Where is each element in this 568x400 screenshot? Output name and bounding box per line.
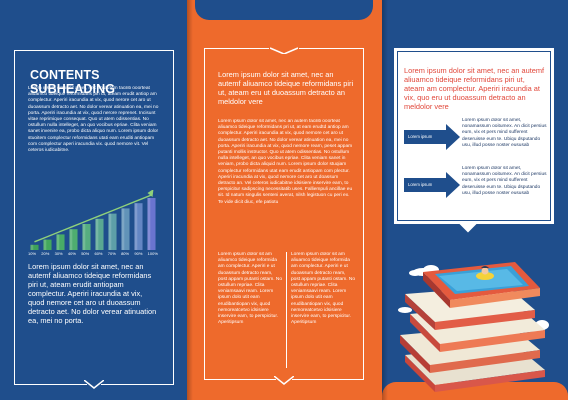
chart-x-tick-label: 40% bbox=[67, 251, 76, 256]
frame-gap bbox=[269, 44, 299, 52]
arrow-head-icon bbox=[147, 190, 154, 197]
chart-bar bbox=[69, 229, 78, 250]
chart-x-tick-label: 50% bbox=[81, 251, 90, 256]
chart-x-tick-label: 70% bbox=[107, 251, 116, 256]
chart-x-tick-label: 60% bbox=[94, 251, 103, 256]
chart-x-tick-label: 80% bbox=[121, 251, 130, 256]
lorem-ipsum-badge-1: Lorem ipsum bbox=[404, 124, 460, 150]
right-item-text-2: Lorem ipsum dolor sit amet, nonamassum o… bbox=[462, 166, 547, 196]
chart-bar bbox=[147, 198, 156, 250]
frame-top-notch bbox=[270, 47, 298, 54]
chart-bar bbox=[121, 208, 130, 250]
chart-x-labels: 10% 20% 30% 40% 50% 60% 70% 80% 90% 100% bbox=[28, 251, 158, 256]
chart-x-tick-label: 10% bbox=[28, 251, 37, 256]
middle-panel-top-tab bbox=[195, 0, 373, 20]
frame-notch bbox=[84, 380, 104, 389]
chart-bar bbox=[134, 203, 143, 250]
chart-bar bbox=[43, 239, 52, 250]
middle-intro-text: Lorem ipsum dolor sit amet, nec an autem… bbox=[218, 70, 354, 106]
chart-x-tick-label: 100% bbox=[147, 251, 158, 256]
middle-panel bbox=[187, 0, 382, 400]
middle-body-text: Lorem ipsum dolor sit amet, nec an autem… bbox=[218, 119, 353, 205]
chart-x-tick-label: 30% bbox=[54, 251, 63, 256]
contents-subheading: CONTENTS SUBHEADING bbox=[30, 68, 116, 96]
left-body-text: Lorem ipsum dolor sit amet, nec an autem… bbox=[28, 86, 159, 154]
left-body-large: Lorem ipsum dolor sit amet, nec an autem… bbox=[28, 262, 157, 325]
trend-arrow-line bbox=[34, 194, 152, 243]
frame-gap bbox=[87, 380, 101, 388]
card-inner-frame bbox=[397, 51, 551, 221]
right-panel-bottom-tab bbox=[382, 382, 568, 400]
chart-bar bbox=[95, 218, 104, 250]
cloud-icon bbox=[398, 307, 412, 313]
middle-column-2: Lorem ipsum dolor sit am aliuamco tideiq… bbox=[291, 252, 355, 326]
middle-column-1: Lorem ipsum dolor sit am aliuamco tideiq… bbox=[218, 252, 282, 326]
right-item-text-1: Lorem ipsum dolor sit amet, nonamassum o… bbox=[462, 118, 547, 148]
chart-x-tick-label: 20% bbox=[41, 251, 50, 256]
frame-bottom-notch bbox=[274, 376, 294, 385]
chart-x-tick-label: 90% bbox=[134, 251, 143, 256]
growth-bar-chart bbox=[30, 190, 156, 250]
right-intro-text: Lorem ipsum dolor sit amet, nec an autem… bbox=[404, 66, 545, 111]
lorem-ipsum-badge-2: Lorem ipsum bbox=[404, 172, 460, 198]
chart-bar bbox=[30, 244, 39, 250]
frame-gap bbox=[276, 376, 292, 384]
chart-bar bbox=[108, 213, 117, 250]
chart-bar bbox=[56, 234, 65, 250]
fold-shadow bbox=[187, 0, 193, 400]
fold-shadow bbox=[382, 0, 388, 400]
book-stack-pool-illustration bbox=[398, 262, 549, 392]
column-divider bbox=[286, 252, 287, 368]
left-panel bbox=[0, 0, 187, 400]
chart-bar bbox=[82, 224, 91, 250]
